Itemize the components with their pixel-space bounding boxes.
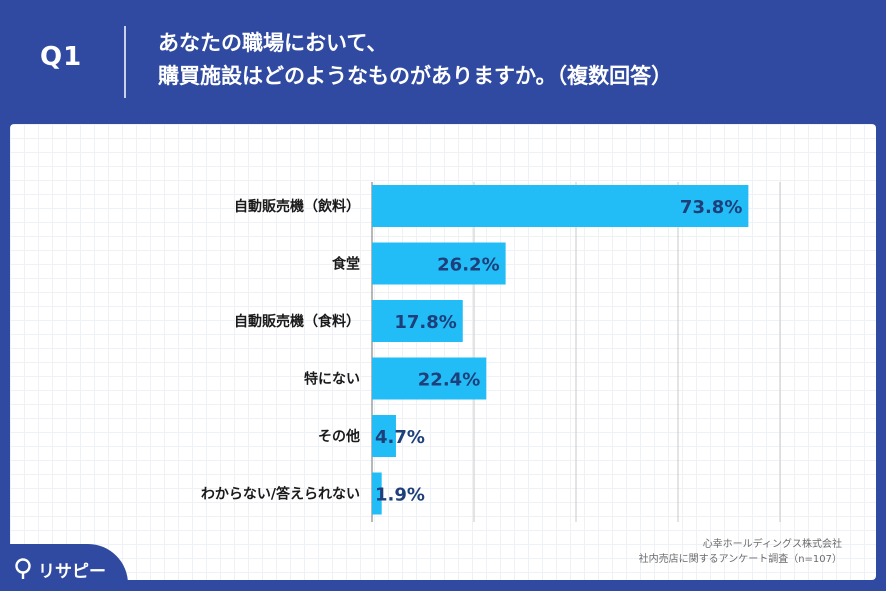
chart-grid [371, 182, 781, 522]
category-label: その他 [318, 428, 360, 445]
value-label: 73.8% [680, 197, 742, 218]
source-company: 心幸ホールディングス株式会社 [702, 539, 842, 550]
category-label: 自動販売機（食料） [234, 313, 360, 330]
question-line-2: 購買施設はどのようなものがありますか。（複数回答） [158, 64, 673, 88]
source-note: 心幸ホールディングス株式会社 社内売店に関するアンケート調査（n=107） [639, 537, 842, 567]
category-label: 特にない [304, 371, 360, 388]
question-text: あなたの職場において、 購買施設はどのようなものがありますか。（複数回答） [158, 27, 858, 93]
bar [372, 472, 382, 515]
value-label: 26.2% [437, 255, 499, 276]
logo: リサピー [0, 544, 128, 591]
bar [372, 185, 749, 227]
bar [372, 242, 506, 285]
lightbulb-icon [15, 558, 31, 579]
header-divider [124, 26, 126, 98]
logo-text: リサピー [38, 562, 106, 582]
question-number: Q1 [40, 42, 83, 72]
bar [372, 300, 463, 342]
bar-chart: 自動販売機（飲料）食堂自動販売機（食料）特にないその他わからない/答えられない … [201, 182, 781, 522]
bar [372, 357, 487, 400]
value-label: 4.7% [375, 427, 425, 448]
category-label: 自動販売機（飲料） [234, 198, 360, 215]
source-survey: 社内売店に関するアンケート調査（n=107） [638, 554, 842, 565]
value-label: 17.8% [394, 312, 456, 333]
header: Q1 あなたの職場において、 購買施設はどのようなものがありますか。（複数回答） [0, 0, 886, 122]
value-labels: 73.8% 26.2% 17.8% 22.4% 4.7% 1.9% [375, 197, 742, 506]
value-label: 22.4% [418, 370, 480, 391]
category-label: わからない/答えられない [201, 486, 360, 503]
chart-bars [372, 185, 749, 515]
category-label: 食堂 [332, 256, 360, 273]
question-line-1: あなたの職場において、 [158, 31, 388, 55]
value-label: 1.9% [375, 485, 425, 506]
bar [372, 415, 396, 457]
chart-card: 自動販売機（飲料） 食堂 自動販売機（食料） 特にない その他 わからない/答えられない … [10, 124, 876, 580]
